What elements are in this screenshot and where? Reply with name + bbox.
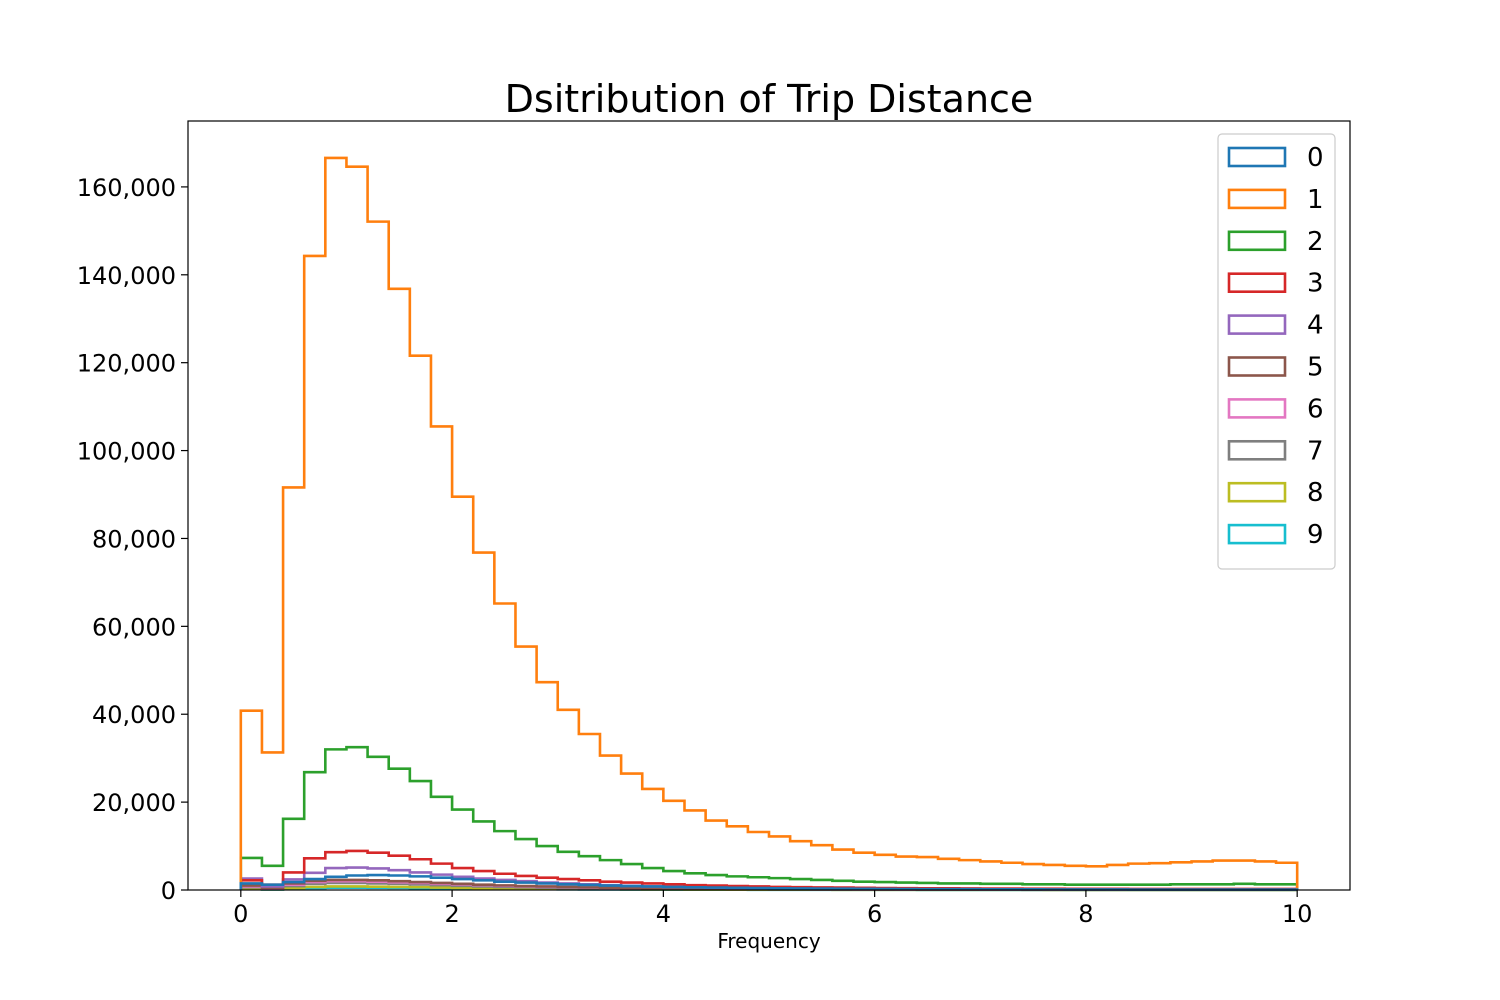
legend-swatch-4: [1227, 314, 1287, 335]
y-tick-label: 100,000: [77, 438, 176, 466]
y-tick-label: 60,000: [92, 613, 176, 641]
series-1-step-line: [239, 156, 1299, 890]
legend-label-4: 4: [1307, 311, 1324, 341]
y-tick-label: 120,000: [77, 350, 176, 378]
x-tick-label: 6: [867, 900, 882, 928]
legend-label-0: 0: [1307, 143, 1324, 173]
legend-label-7: 7: [1307, 436, 1324, 466]
series-layer: [239, 156, 1299, 892]
y-tick-label: 80,000: [92, 525, 176, 553]
x-tick-label: 0: [233, 900, 248, 928]
y-tick-label: 20,000: [92, 789, 176, 817]
x-tick-label: 4: [656, 900, 671, 928]
y-tick-label: 0: [161, 877, 176, 905]
series-0-step-line: [239, 873, 1299, 891]
legend: 0 1 2 3 4 5 6 7 8 9: [1217, 133, 1336, 570]
legend-swatch-0: [1227, 146, 1287, 168]
y-axis-ticks: 0 20,000 40,000 60,000 80,000 100,000 120,000 1…: [77, 174, 188, 905]
legend-label-8: 8: [1307, 478, 1324, 508]
y-tick-label: 160,000: [77, 174, 176, 202]
y-tick-label: 140,000: [77, 262, 176, 290]
legend-label-6: 6: [1307, 394, 1324, 424]
plot-frame: [187, 120, 1351, 891]
legend-label-9: 9: [1307, 520, 1324, 550]
legend-label-3: 3: [1307, 269, 1324, 299]
x-tick-label: 10: [1282, 900, 1313, 928]
legend-swatch-7: [1227, 439, 1287, 461]
legend-swatch-5: [1227, 356, 1287, 377]
x-tick-label: 2: [444, 900, 459, 928]
legend-swatch-1: [1227, 188, 1287, 210]
x-axis-label: Frequency: [717, 929, 820, 953]
legend-label-2: 2: [1307, 227, 1324, 257]
series-2-step-line: [239, 745, 1299, 890]
legend-label-5: 5: [1307, 353, 1324, 383]
legend-swatch-6: [1227, 398, 1287, 419]
legend-label-1: 1: [1307, 185, 1324, 215]
chart-title: Dsitribution of Trip Distance: [505, 77, 1034, 121]
legend-swatch-2: [1227, 230, 1287, 252]
legend-swatch-3: [1227, 272, 1287, 294]
legend-swatch-8: [1227, 481, 1287, 503]
x-tick-label: 8: [1078, 900, 1093, 928]
y-tick-label: 40,000: [92, 701, 176, 729]
x-axis-ticks: 0 2 4 6 8 10: [233, 890, 1312, 928]
legend-swatch-9: [1227, 523, 1287, 545]
